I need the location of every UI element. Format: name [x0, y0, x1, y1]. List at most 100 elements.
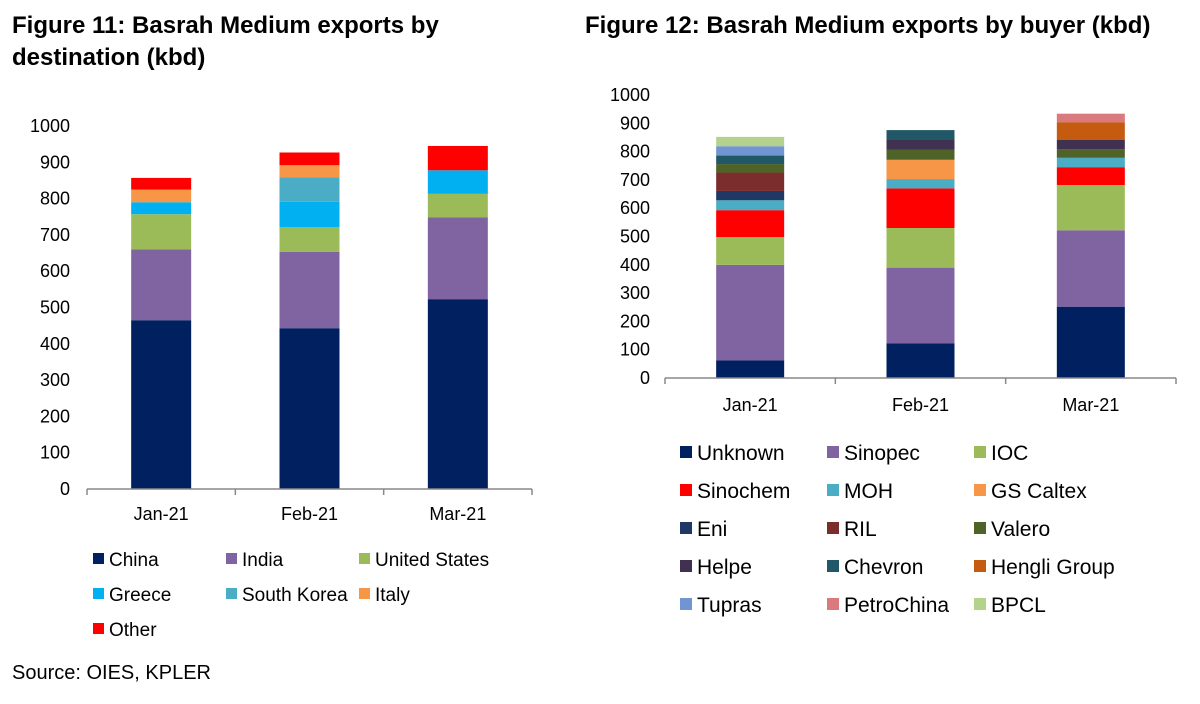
fig12-legend-swatch-petrochina [827, 598, 839, 610]
fig12-legend-label-hengli-group: Hengli Group [991, 556, 1115, 579]
figure-12-title: Figure 12: Basrah Medium exports by buye… [585, 12, 1151, 39]
fig11-legend-label-italy: Italy [375, 585, 410, 606]
fig11-bar-united-states-jan-21 [131, 214, 192, 250]
fig11-y-tick-label: 0 [60, 479, 70, 499]
fig11-legend-label-india: India [242, 550, 284, 571]
fig11-legend-label-greece: Greece [109, 585, 171, 606]
fig11-bar-other-jan-21 [131, 177, 192, 190]
fig12-legend-swatch-ril [827, 522, 839, 534]
fig12-y-tick-label: 0 [640, 368, 650, 388]
fig12-bar-sinopec-mar-21 [1056, 230, 1125, 307]
figure-12-chart: 0 100 200 300 400 500 600 700 800 900 1000 Jan-21 Fe… [610, 85, 1177, 617]
fig12-y-tick-label: 200 [620, 311, 650, 331]
fig11-legend-swatch-india [226, 553, 237, 564]
fig11-category-label: Jan-21 [134, 504, 189, 524]
fig12-legend-label-ioc: IOC [991, 442, 1028, 465]
fig12-bar-moh-jan-21 [716, 200, 785, 211]
fig12-legend-swatch-chevron [827, 560, 839, 572]
fig11-bar-greece-feb-21 [279, 201, 340, 228]
fig12-bar-ril-jan-21 [716, 172, 785, 191]
fig11-legend-swatch-greece [93, 588, 104, 599]
fig12-bar-ioc-jan-21 [716, 237, 785, 265]
figure-11-title: Figure 11: Basrah Medium exports by dest… [12, 12, 439, 71]
fig11-bar-india-jan-21 [131, 249, 192, 321]
fig11-bar-india-mar-21 [427, 217, 488, 300]
fig12-bar-tupras-jan-21 [716, 146, 785, 156]
figure-11-chart: 0 100 200 300 400 500 600 700 800 900 1000 Jan-21 Fe… [30, 116, 533, 641]
fig11-bar-united-states-mar-21 [427, 193, 488, 218]
fig12-legend-label-chevron: Chevron [844, 556, 923, 579]
fig11-y-tick-label: 500 [40, 298, 70, 318]
fig11-y-tick-label: 400 [40, 334, 70, 354]
fig11-legend-label-china: China [109, 550, 159, 571]
fig12-legend-label-moh: MOH [844, 480, 893, 503]
fig11-y-tick-label: 1000 [30, 116, 70, 136]
fig12-bar-unknown-mar-21 [1056, 306, 1125, 378]
fig12-bar-sinopec-feb-21 [886, 267, 955, 344]
fig11-y-tick-label: 300 [40, 370, 70, 390]
fig12-bar-moh-mar-21 [1056, 157, 1125, 168]
fig12-bar-ioc-mar-21 [1056, 184, 1125, 231]
fig12-bar-sinochem-jan-21 [716, 210, 785, 238]
fig12-bar-eni-jan-21 [716, 190, 785, 201]
fig12-legend-swatch-ioc [974, 446, 986, 458]
fig11-legend-label-south-korea: South Korea [242, 585, 348, 606]
fig12-legend-swatch-bpcl [974, 598, 986, 610]
fig12-legend-swatch-gs-caltex [974, 484, 986, 496]
fig12-legend-label-ril: RIL [844, 518, 877, 541]
fig11-y-tick-label: 200 [40, 406, 70, 426]
fig12-legend-swatch-hengli-group [974, 560, 986, 572]
fig12-y-tick-label: 400 [620, 255, 650, 275]
fig12-legend-label-valero: Valero [991, 518, 1050, 541]
fig12-bar-ioc-feb-21 [886, 228, 955, 268]
fig12-legend-label-bpcl: BPCL [991, 594, 1046, 617]
fig12-legend-label-gs-caltex: GS Caltex [991, 480, 1087, 503]
fig12-legend-swatch-tupras [680, 598, 692, 610]
fig12-bar-valero-feb-21 [886, 149, 955, 160]
fig12-legend-label-sinopec: Sinopec [844, 442, 920, 465]
fig12-bar-hengli-group-mar-21 [1056, 122, 1125, 140]
fig11-legend-swatch-china [93, 553, 104, 564]
fig11-bar-south-korea-feb-21 [279, 177, 340, 202]
fig12-legend-swatch-sinopec [827, 446, 839, 458]
fig11-y-tick-label: 600 [40, 261, 70, 281]
fig11-legend-label-united-states: United States [375, 550, 489, 571]
fig12-legend-swatch-eni [680, 522, 692, 534]
fig11-y-tick-label: 800 [40, 189, 70, 209]
fig12-bar-moh-feb-21 [886, 179, 955, 189]
fig11-bar-other-feb-21 [279, 152, 340, 166]
fig12-legend-swatch-unknown [680, 446, 692, 458]
fig12-legend-label-sinochem: Sinochem [697, 480, 790, 503]
fig11-y-tick-label: 900 [40, 152, 70, 172]
fig11-category-label: Mar-21 [429, 504, 486, 524]
fig12-legend-swatch-helpe [680, 560, 692, 572]
fig12-bar-sinochem-feb-21 [886, 188, 955, 229]
fig12-bar-petrochina-mar-21 [1056, 113, 1125, 123]
fig12-legend-label-helpe: Helpe [697, 556, 752, 579]
fig12-category-label: Jan-21 [723, 395, 778, 415]
fig12-bar-helpe-feb-21 [886, 139, 955, 150]
fig12-y-tick-label: 500 [620, 227, 650, 247]
fig11-legend-swatch-south-korea [226, 588, 237, 599]
fig11-bar-italy-feb-21 [279, 165, 340, 178]
fig12-y-tick-label: 100 [620, 340, 650, 360]
fig11-bar-china-jan-21 [131, 320, 192, 489]
fig11-bar-united-states-feb-21 [279, 227, 340, 252]
fig12-bar-valero-mar-21 [1056, 149, 1125, 158]
fig11-legend-swatch-other [93, 623, 104, 634]
fig12-y-tick-label: 1000 [610, 85, 650, 105]
fig11-bar-china-mar-21 [427, 299, 488, 489]
fig12-bar-unknown-jan-21 [716, 360, 785, 378]
fig12-bar-helpe-mar-21 [1056, 139, 1125, 150]
fig12-category-label: Feb-21 [892, 395, 949, 415]
fig12-y-tick-label: 700 [620, 170, 650, 190]
fig11-bar-greece-mar-21 [427, 170, 488, 194]
fig12-bar-valero-jan-21 [716, 164, 785, 173]
fig12-legend-label-tupras: Tupras [697, 594, 762, 617]
fig12-legend-label-unknown: Unknown [697, 442, 785, 465]
fig11-legend-swatch-italy [359, 588, 370, 599]
fig11-legend-label-other: Other [109, 620, 157, 641]
fig12-bar-sinochem-mar-21 [1056, 167, 1125, 185]
fig11-y-tick-label: 700 [40, 225, 70, 245]
fig11-bar-india-feb-21 [279, 251, 340, 329]
